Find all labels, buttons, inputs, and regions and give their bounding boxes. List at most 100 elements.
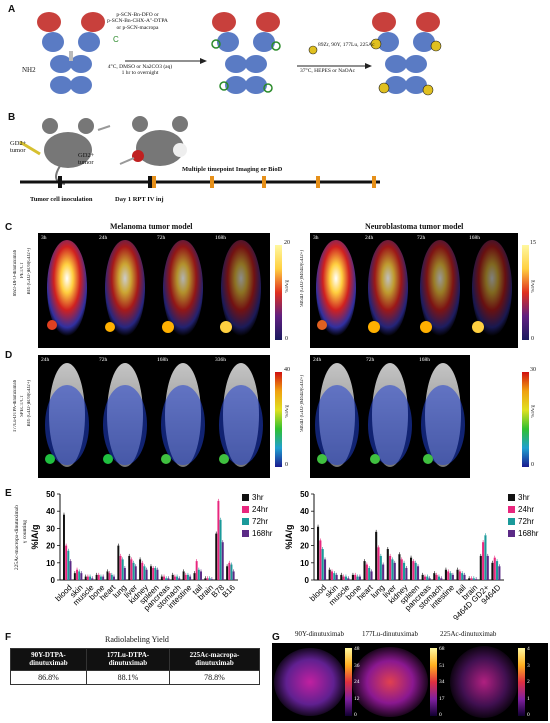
- bar: [200, 571, 202, 580]
- bar: [89, 576, 92, 580]
- bar: [221, 542, 224, 580]
- bar: [230, 564, 233, 580]
- legend-label: 168hr: [518, 529, 539, 538]
- g-cbar1-tick: 24: [354, 679, 360, 685]
- gd2-label-2: GD2+: [78, 152, 95, 159]
- bar: [393, 562, 396, 580]
- c-cbar-left-unit: %IA/g: [285, 280, 290, 293]
- bar: [363, 561, 366, 580]
- bar: [358, 576, 361, 580]
- bar: [491, 562, 494, 580]
- c-time-3h: 3h: [41, 235, 47, 241]
- condition-2: 1 hr to overnight: [121, 70, 159, 77]
- mouse-icon-2: [119, 116, 188, 166]
- d-cbar-left-max: 40: [284, 367, 290, 373]
- d-colorbar-left: [275, 372, 282, 467]
- bar: [444, 569, 447, 580]
- bar: [435, 574, 438, 580]
- y-tick-label: 10: [300, 559, 309, 568]
- bar: [365, 564, 368, 580]
- bar: [317, 526, 320, 580]
- bar: [344, 576, 347, 580]
- bar: [228, 562, 231, 580]
- reagent-list: p-SCN-Bn-DFO or p-SCN-Bn-CHX-A"-DTPA or …: [90, 12, 185, 31]
- bar: [154, 567, 157, 580]
- g-cbar2-tick: 34: [439, 679, 445, 685]
- bar: [451, 574, 454, 580]
- bar: [193, 573, 196, 580]
- bar: [486, 555, 489, 580]
- pet-image-neuroblastoma: [310, 233, 518, 348]
- mouse-timeline: [19, 116, 380, 188]
- bar: [119, 555, 122, 580]
- g-title-lu177: 177Lu-dinutuximab: [362, 630, 418, 638]
- g-cbar3-ticks: 4 3 2 1 0: [527, 646, 530, 718]
- reagent-2: p-SCN-Bn-CHX-A"-DTPA: [107, 18, 168, 25]
- bar: [176, 576, 179, 580]
- bar: [461, 573, 464, 580]
- bar: [99, 576, 102, 580]
- bar: [428, 578, 431, 580]
- neuroblastoma-title: Neuroblastoma tumor model: [365, 222, 464, 231]
- g-cbar3-tick: 1: [527, 695, 530, 702]
- bar: [152, 567, 155, 580]
- c-time-72h: 72h: [157, 235, 166, 241]
- bar: [208, 578, 211, 580]
- bar: [351, 574, 354, 580]
- c-right-time-3h: 3h: [313, 235, 319, 241]
- panel-c-label: C: [5, 222, 13, 233]
- yield-table: 90Y-DTPA-dinutuximab 177Lu-DTPA-dinutuxi…: [10, 648, 260, 685]
- yield-title: Radiolabeling Yield: [105, 635, 169, 644]
- bar: [398, 554, 401, 580]
- yield-header-ac225: 225Ac-macropa-dinutuximab: [169, 648, 260, 671]
- d-cbar-right-unit: %IA/g: [531, 405, 536, 418]
- yield-value-lu177: 88.1%: [85, 669, 171, 685]
- legend-label: 168hr: [252, 529, 273, 538]
- antibody-radiolabeled: [370, 12, 442, 96]
- bar: [389, 555, 392, 580]
- bar: [391, 559, 394, 580]
- c-colorbar-right: [522, 245, 529, 340]
- pet-image-melanoma: [38, 233, 270, 348]
- d-cbar-right-min: 0: [531, 462, 534, 468]
- c-cbar-right-max: 15: [530, 240, 536, 246]
- d-colorbar-right: [522, 372, 529, 467]
- bar: [470, 578, 473, 580]
- bar: [493, 557, 496, 580]
- bar: [73, 573, 76, 580]
- gd2-label-1: GD2+: [10, 140, 27, 147]
- legend-swatch: [508, 518, 515, 525]
- bar: [84, 576, 87, 580]
- bar: [165, 578, 168, 580]
- legend-swatch: [508, 494, 515, 501]
- bar: [184, 574, 187, 580]
- antibody-scheme: C: [37, 12, 442, 96]
- biodistribution-chart-neuroblastoma: 01020304050%IA/gbloodskinmuscleboneheart…: [284, 490, 539, 620]
- bar: [197, 569, 200, 580]
- bar: [342, 576, 345, 580]
- bar: [330, 571, 334, 580]
- bar: [375, 531, 378, 580]
- chelator-ring-icon: C: [113, 35, 119, 44]
- d-time-168h: 168h: [157, 357, 168, 363]
- antibody-chelator-conjugated: [211, 12, 281, 94]
- panel-g-label: G: [272, 632, 280, 643]
- bar: [449, 573, 452, 580]
- bar: [217, 500, 220, 580]
- y-axis-label: %IA/g: [284, 524, 294, 549]
- bar: [130, 559, 133, 580]
- g-cbar3-tick: 4: [527, 646, 530, 652]
- panel-c-axis-3: B16 (GD2-)B78(GD2+): [27, 248, 32, 295]
- legend-swatch: [508, 530, 515, 537]
- bar: [377, 547, 380, 580]
- bar: [215, 533, 218, 580]
- g-cbar3-tick: 3: [527, 662, 530, 669]
- bar: [226, 566, 229, 580]
- bar: [484, 535, 487, 580]
- bar: [412, 561, 415, 580]
- bar: [156, 569, 159, 580]
- g-cbar2-ticks: 68 51 34 17 0: [439, 646, 445, 718]
- legend-label: 24hr: [252, 505, 268, 514]
- bar: [141, 562, 144, 580]
- legend-swatch: [242, 494, 249, 501]
